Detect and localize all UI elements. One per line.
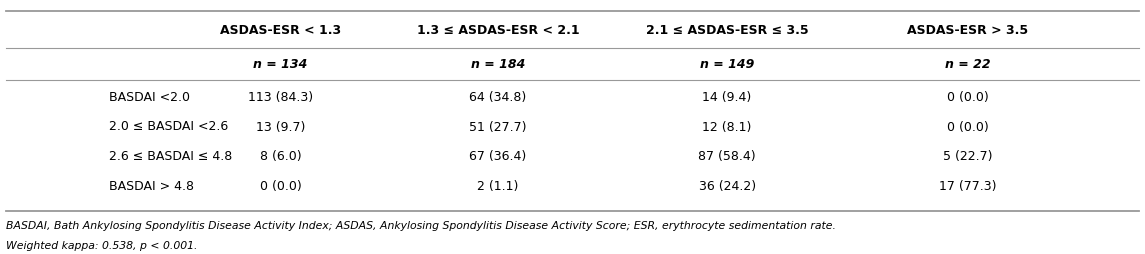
Text: 17 (77.3): 17 (77.3) (939, 180, 996, 193)
Text: 64 (34.8): 64 (34.8) (469, 91, 527, 104)
Text: 2.6 ≤ BASDAI ≤ 4.8: 2.6 ≤ BASDAI ≤ 4.8 (109, 150, 232, 163)
Text: 1.3 ≤ ASDAS-ESR < 2.1: 1.3 ≤ ASDAS-ESR < 2.1 (417, 24, 579, 37)
Text: 5 (22.7): 5 (22.7) (942, 150, 993, 163)
Text: 0 (0.0): 0 (0.0) (947, 91, 988, 104)
Text: 36 (24.2): 36 (24.2) (698, 180, 756, 193)
Text: ASDAS-ESR > 3.5: ASDAS-ESR > 3.5 (907, 24, 1028, 37)
Text: Weighted kappa: 0.538, p < 0.001.: Weighted kappa: 0.538, p < 0.001. (6, 241, 197, 251)
Text: 67 (36.4): 67 (36.4) (469, 150, 527, 163)
Text: 13 (9.7): 13 (9.7) (255, 120, 306, 134)
Text: ASDAS-ESR < 1.3: ASDAS-ESR < 1.3 (220, 24, 341, 37)
Text: n = 184: n = 184 (471, 58, 526, 71)
Text: 2.0 ≤ BASDAI <2.6: 2.0 ≤ BASDAI <2.6 (109, 120, 228, 134)
Text: 8 (6.0): 8 (6.0) (260, 150, 301, 163)
Text: n = 149: n = 149 (700, 58, 755, 71)
Text: BASDAI > 4.8: BASDAI > 4.8 (109, 180, 194, 193)
Text: 2.1 ≤ ASDAS-ESR ≤ 3.5: 2.1 ≤ ASDAS-ESR ≤ 3.5 (646, 24, 808, 37)
Text: 87 (58.4): 87 (58.4) (698, 150, 756, 163)
Text: BASDAI <2.0: BASDAI <2.0 (109, 91, 190, 104)
Text: 51 (27.7): 51 (27.7) (469, 120, 527, 134)
Text: 0 (0.0): 0 (0.0) (260, 180, 301, 193)
Text: 12 (8.1): 12 (8.1) (702, 120, 752, 134)
Text: n = 22: n = 22 (945, 58, 990, 71)
Text: n = 134: n = 134 (253, 58, 308, 71)
Text: 2 (1.1): 2 (1.1) (477, 180, 519, 193)
Text: 14 (9.4): 14 (9.4) (702, 91, 752, 104)
Text: BASDAI, Bath Ankylosing Spondylitis Disease Activity Index; ASDAS, Ankylosing Sp: BASDAI, Bath Ankylosing Spondylitis Dise… (6, 220, 836, 231)
Text: 0 (0.0): 0 (0.0) (947, 120, 988, 134)
Text: 113 (84.3): 113 (84.3) (248, 91, 313, 104)
